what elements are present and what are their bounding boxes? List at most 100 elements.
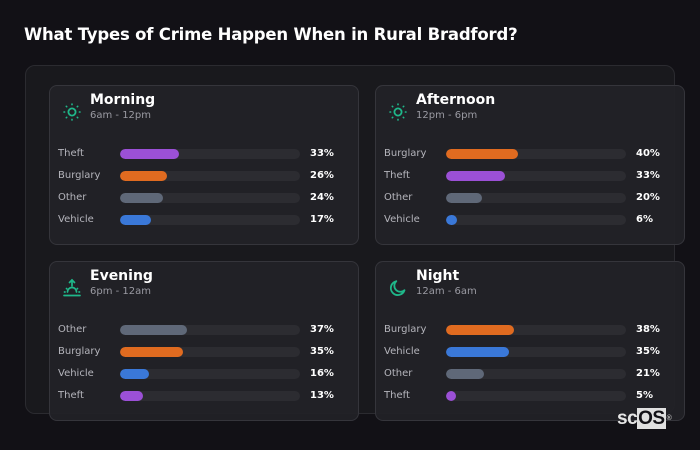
- percent-value: 40%: [636, 148, 660, 159]
- bar-fill: [446, 193, 482, 203]
- bar-fill: [120, 369, 149, 379]
- percent-value: 6%: [636, 214, 653, 225]
- crime-type-label: Burglary: [58, 170, 101, 181]
- bar-row: Vehicle 6%: [376, 212, 684, 228]
- bar-row: Theft 13%: [50, 388, 358, 404]
- bar-row: Vehicle 16%: [50, 366, 358, 382]
- crime-type-label: Other: [384, 192, 413, 203]
- card-time-range: 12pm - 6pm: [416, 110, 478, 121]
- card-time-range: 12am - 6am: [416, 286, 477, 297]
- percent-value: 20%: [636, 192, 660, 203]
- bar-fill: [120, 149, 179, 159]
- percent-value: 24%: [310, 192, 334, 203]
- percent-value: 26%: [310, 170, 334, 181]
- scos-logo: scOS ®: [617, 408, 672, 429]
- bar-track: [446, 347, 626, 357]
- bar-fill: [446, 325, 514, 335]
- bar-fill: [120, 215, 151, 225]
- bar-track: [120, 149, 300, 159]
- card-time-range: 6pm - 12am: [90, 286, 152, 297]
- bar-track: [120, 391, 300, 401]
- bar-track: [446, 171, 626, 181]
- percent-value: 13%: [310, 390, 334, 401]
- percent-value: 33%: [310, 148, 334, 159]
- bar-row: Vehicle 17%: [50, 212, 358, 228]
- bar-fill: [120, 193, 163, 203]
- crime-type-label: Vehicle: [58, 214, 94, 225]
- crime-type-label: Other: [58, 324, 87, 335]
- card-time-range: 6am - 12pm: [90, 110, 152, 121]
- bar-track: [446, 391, 626, 401]
- crime-type-label: Theft: [384, 170, 410, 181]
- bar-track: [446, 369, 626, 379]
- percent-value: 35%: [636, 346, 660, 357]
- crime-type-label: Other: [384, 368, 413, 379]
- bar-fill: [120, 391, 143, 401]
- percent-value: 33%: [636, 170, 660, 181]
- logo-prefix: sc: [617, 408, 638, 429]
- card-evening: Evening 6pm - 12am Other 37% Burglary 35% Vehi…: [49, 261, 359, 421]
- card-night: Night 12am - 6am Burglary 38% Vehicle 35% Othe…: [375, 261, 685, 421]
- bar-row: Burglary 26%: [50, 168, 358, 184]
- percent-value: 38%: [636, 324, 660, 335]
- crime-type-label: Theft: [58, 390, 84, 401]
- card-afternoon: Afternoon 12pm - 6pm Burglary 40% Theft 33% Ot…: [375, 85, 685, 245]
- moon-icon: [388, 278, 408, 298]
- bar-fill: [446, 215, 457, 225]
- registered-mark: ®: [666, 415, 672, 422]
- percent-value: 5%: [636, 390, 653, 401]
- bar-fill: [446, 347, 509, 357]
- bar-track: [446, 149, 626, 159]
- crime-type-label: Burglary: [384, 324, 427, 335]
- card-morning: Morning 6am - 12pm Theft 33% Burglary 26% Othe…: [49, 85, 359, 245]
- bar-row: Other 24%: [50, 190, 358, 206]
- bar-row: Theft 5%: [376, 388, 684, 404]
- crime-type-label: Theft: [384, 390, 410, 401]
- card-title: Evening: [90, 268, 153, 284]
- bar-row: Other 21%: [376, 366, 684, 382]
- card-title: Night: [416, 268, 460, 284]
- percent-value: 37%: [310, 324, 334, 335]
- bar-row: Burglary 35%: [50, 344, 358, 360]
- bar-row: Vehicle 35%: [376, 344, 684, 360]
- percent-value: 17%: [310, 214, 334, 225]
- crime-type-label: Vehicle: [58, 368, 94, 379]
- bar-track: [446, 215, 626, 225]
- bar-fill: [446, 149, 518, 159]
- crime-type-label: Vehicle: [384, 346, 420, 357]
- crime-type-label: Burglary: [384, 148, 427, 159]
- bar-row: Theft 33%: [50, 146, 358, 162]
- logo-suffix: OS: [637, 408, 666, 429]
- crime-type-label: Other: [58, 192, 87, 203]
- bar-track: [120, 347, 300, 357]
- sunset-icon: [62, 278, 82, 298]
- bar-fill: [120, 325, 187, 335]
- bar-row: Other 20%: [376, 190, 684, 206]
- bar-row: Burglary 40%: [376, 146, 684, 162]
- bar-row: Other 37%: [50, 322, 358, 338]
- page-title: What Types of Crime Happen When in Rural…: [24, 25, 518, 44]
- percent-value: 21%: [636, 368, 660, 379]
- bar-fill: [446, 391, 456, 401]
- percent-value: 16%: [310, 368, 334, 379]
- bar-track: [446, 325, 626, 335]
- bar-row: Burglary 38%: [376, 322, 684, 338]
- percent-value: 35%: [310, 346, 334, 357]
- bar-fill: [446, 171, 505, 181]
- crime-type-label: Burglary: [58, 346, 101, 357]
- sun-icon: [388, 102, 408, 122]
- bar-fill: [446, 369, 484, 379]
- bar-track: [120, 193, 300, 203]
- crime-type-label: Vehicle: [384, 214, 420, 225]
- bar-track: [120, 325, 300, 335]
- card-title: Afternoon: [416, 92, 496, 108]
- bar-track: [120, 215, 300, 225]
- bar-fill: [120, 171, 167, 181]
- bar-row: Theft 33%: [376, 168, 684, 184]
- bar-track: [120, 369, 300, 379]
- bar-track: [446, 193, 626, 203]
- sun-icon: [62, 102, 82, 122]
- bar-track: [120, 171, 300, 181]
- bar-fill: [120, 347, 183, 357]
- crime-type-label: Theft: [58, 148, 84, 159]
